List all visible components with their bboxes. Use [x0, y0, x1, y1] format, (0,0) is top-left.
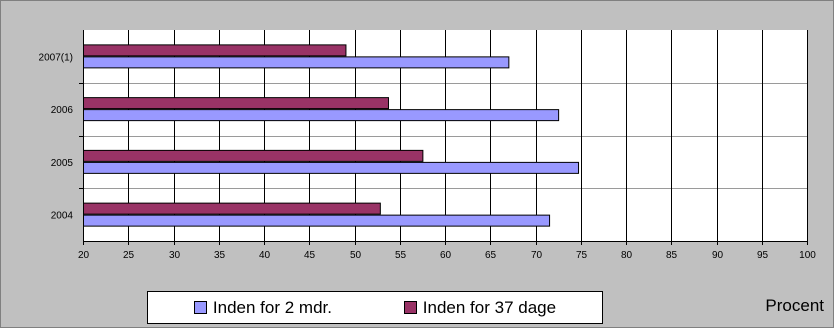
- x-tick-label-50: 50: [350, 250, 362, 261]
- bar-inden-for-2-mdr-2005: [83, 161, 580, 174]
- x-tick-label-20: 20: [78, 250, 90, 261]
- bar-inden-for-37-dage-2007-1: [83, 44, 347, 57]
- bar-inden-for-37-dage-2004: [83, 202, 381, 215]
- x-tick-label-40: 40: [259, 250, 271, 261]
- y-tick-label-2004: 2004: [51, 211, 74, 222]
- legend-item-inden-for-37-dage: Inden for 37 dage: [403, 297, 557, 318]
- x-tick-label-75: 75: [576, 250, 588, 261]
- x-tick-label-55: 55: [395, 250, 407, 261]
- legend-item-inden-for-2-mdr: Inden for 2 mdr.: [193, 297, 332, 318]
- y-tick-label-2007-1: 2007(1): [39, 52, 73, 63]
- chart-legend: Inden for 2 mdr. Inden for 37 dage: [147, 291, 603, 324]
- x-tick-label-45: 45: [304, 250, 316, 261]
- legend-swatch-inden-for-2-mdr: [193, 301, 207, 314]
- x-tick-label-70: 70: [531, 250, 543, 261]
- y-tick-label-2005: 2005: [51, 158, 74, 169]
- bar-inden-for-2-mdr-2004: [83, 214, 551, 227]
- legend-swatch-inden-for-37-dage: [403, 301, 417, 314]
- x-tick-label-65: 65: [485, 250, 497, 261]
- legend-label-inden-for-2-mdr: Inden for 2 mdr.: [212, 297, 332, 317]
- x-tick-label-30: 30: [169, 250, 181, 261]
- x-tick-label-95: 95: [757, 250, 769, 261]
- y-tick-label-2006: 2006: [51, 105, 74, 116]
- legend-label-inden-for-37-dage: Inden for 37 dage: [422, 297, 557, 317]
- bar-inden-for-2-mdr-2007-1: [83, 56, 510, 69]
- bar-inden-for-2-mdr-2006: [83, 109, 560, 122]
- x-tick-label-60: 60: [440, 250, 452, 261]
- x-tick-label-25: 25: [123, 250, 135, 261]
- x-tick-label-100: 100: [799, 250, 816, 261]
- x-tick-label-35: 35: [214, 250, 226, 261]
- x-axis-unit-label: Procent: [765, 296, 824, 315]
- x-tick-label-85: 85: [666, 250, 678, 261]
- bar-inden-for-37-dage-2005: [83, 149, 424, 162]
- bar-inden-for-37-dage-2006: [83, 97, 389, 110]
- x-tick-label-90: 90: [712, 250, 724, 261]
- x-tick-label-80: 80: [621, 250, 633, 261]
